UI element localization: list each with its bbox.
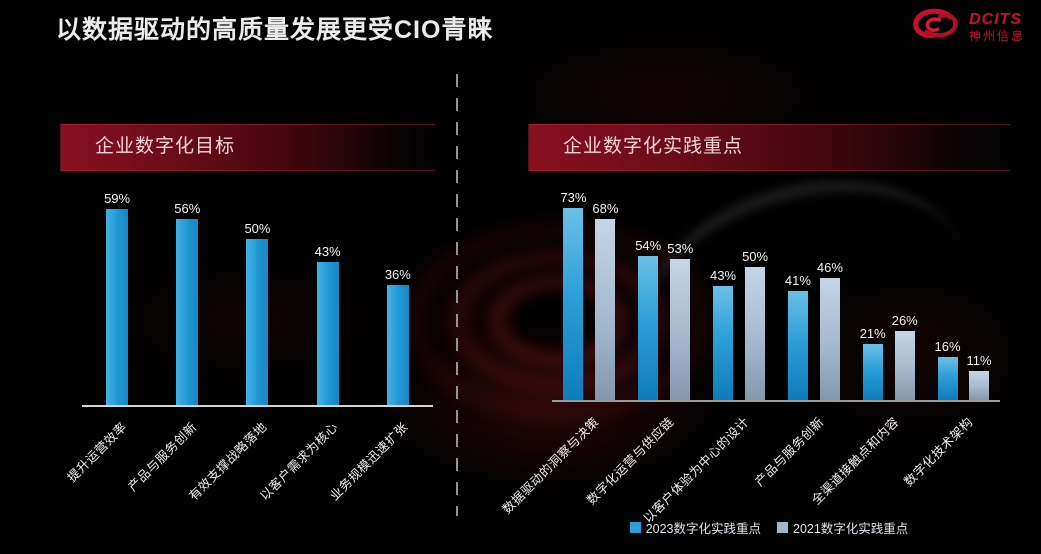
bar (176, 219, 199, 405)
bar-group: 73% 68% 数据驱动的洞察与决策 (500, 190, 619, 517)
value-label: 43% (314, 244, 341, 259)
legend-label: 2023数字化实践重点 (645, 522, 761, 536)
brand-logo: DCITS 神州信息 (908, 6, 1025, 49)
bar (819, 278, 840, 400)
value-label: 36% (384, 267, 411, 282)
value-label: 41% (784, 273, 811, 288)
value-label: 46% (816, 260, 843, 275)
bar (316, 262, 339, 405)
legend-swatch (777, 522, 788, 533)
bar (386, 285, 409, 405)
value-label: 73% (560, 190, 587, 205)
bar-group: 41% 46% 产品与服务创新 (752, 260, 843, 490)
section-divider (456, 74, 458, 516)
bar (595, 219, 616, 400)
chart-legend: 2023数字化实践重点 2021数字化实践重点 (528, 518, 1010, 537)
legend-label: 2021数字化实践重点 (793, 522, 909, 536)
bar-group: 16% 11% 数字化技术架构 (901, 339, 992, 490)
legend-swatch (629, 522, 641, 533)
chart-title-banner: 企业数字化目标 (60, 124, 435, 171)
logo-brand-text: DCITS (968, 11, 1022, 29)
bar (638, 256, 659, 400)
bar-group: 36% 业务规模迅速扩张 (327, 267, 411, 504)
bar-chart-goals: 59% 提升运营效率 56% 产品与服务创新 50% 有效支撑战略落地 43% 以客户需求为核… (64, 190, 433, 504)
bar-group: 21% 26% 全渠道接触点和内容 (808, 313, 918, 508)
value-label: 16% (934, 339, 961, 354)
bar (246, 239, 269, 405)
bar (894, 331, 915, 400)
panel-digitalization-goals: 企业数字化目标 59% 提升运营效率 56% 产品与服务创新 50% 有效支撑战略落地 43… (60, 124, 435, 544)
bar (937, 357, 958, 400)
value-label: 53% (667, 241, 694, 256)
value-label: 50% (244, 221, 271, 236)
panel-digitalization-practice: 企业数字化实践重点 73% 68% 数据驱动的洞察与决策 54% 53% 数字化运营与供应… (500, 124, 1010, 544)
bar-chart-practice: 73% 68% 数据驱动的洞察与决策 54% 53% 数字化运营与供应链 43% 50% 以客户… (500, 190, 1000, 526)
chart-title-banner: 企业数字化实践重点 (528, 124, 1010, 171)
bar (670, 259, 691, 400)
value-label: 59% (104, 191, 131, 206)
chart-title: 企业数字化目标 (95, 136, 236, 157)
bar-group: 50% 有效支撑战略落地 (186, 221, 271, 504)
bar (106, 209, 129, 405)
bar-group: 59% 提升运营效率 (64, 191, 131, 485)
bar-group: 56% 产品与服务创新 (125, 201, 201, 495)
logo-subtitle-text: 神州信息 (968, 28, 1025, 43)
value-label: 50% (742, 249, 769, 264)
value-label: 54% (635, 238, 662, 253)
value-label: 11% (966, 353, 992, 368)
bar-group: 43% 50% 以客户体验为中心的设计 (640, 249, 769, 526)
legend-item: 2023数字化实践重点 (629, 518, 761, 537)
swirl-galaxy-icon (908, 6, 962, 49)
bar (862, 344, 883, 400)
page-title: 以数据驱动的高质量发展更受CIO青睐 (56, 16, 494, 44)
value-label: 56% (174, 201, 201, 216)
chart-title: 企业数字化实践重点 (563, 136, 744, 157)
bar (745, 267, 766, 400)
bar-group: 43% 以客户需求为核心 (256, 244, 341, 504)
legend-item: 2021数字化实践重点 (777, 518, 908, 537)
value-label: 26% (891, 313, 918, 328)
bar (563, 208, 584, 400)
value-label: 43% (710, 268, 737, 283)
bar (787, 291, 808, 400)
value-label: 68% (592, 201, 619, 216)
bar (969, 371, 990, 400)
bar-group: 54% 53% 数字化运营与供应链 (584, 238, 694, 508)
value-label: 21% (859, 326, 886, 341)
bar (713, 286, 734, 400)
